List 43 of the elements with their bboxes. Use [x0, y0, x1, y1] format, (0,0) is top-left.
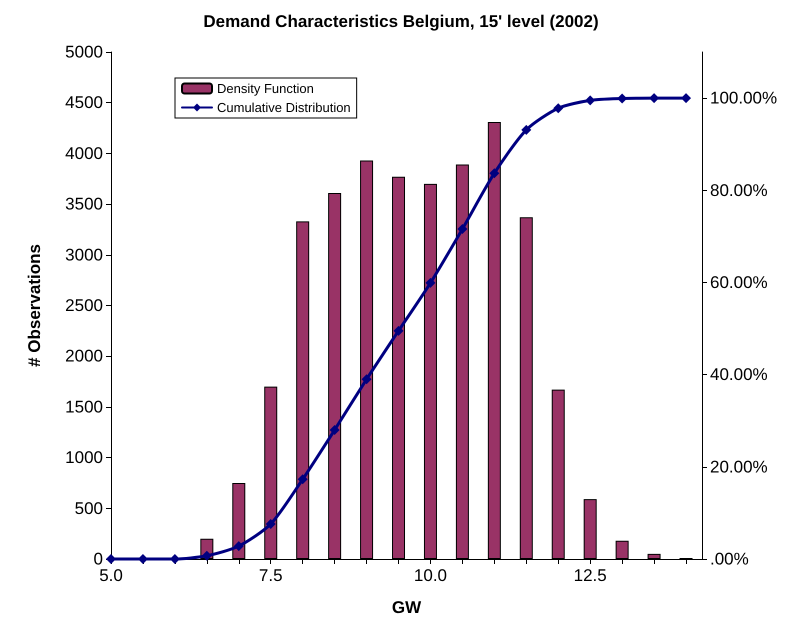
point: [266, 518, 276, 529]
point: [617, 94, 628, 104]
y-tick-label: 3500: [65, 194, 103, 214]
y2-tick-label: 20.00%: [710, 457, 768, 476]
chart-title: Demand Characteristics Belgium, 15' level (2002): [203, 12, 599, 31]
y2-tick-label: 80.00%: [710, 180, 768, 200]
y-tick-label: 2500: [65, 296, 103, 315]
legend-label: Cumulative Distribution: [217, 100, 351, 115]
y2-tick-label: 40.00%: [710, 365, 768, 384]
point: [330, 424, 340, 435]
y-tick-label: 0: [94, 550, 103, 568]
point: [457, 224, 468, 234]
point: [649, 93, 660, 104]
point: [362, 374, 372, 384]
y-tick-label: 500: [74, 498, 103, 518]
x-tick-label: 5.0: [99, 566, 123, 585]
point: [298, 474, 308, 484]
y2-tick-label: .00%: [710, 550, 749, 568]
y2-tick-label: 100.00%: [710, 88, 778, 108]
y2-tick-label: 60.00%: [710, 272, 768, 292]
legend-label: Density Function: [217, 81, 314, 96]
point: [521, 124, 532, 135]
point: [234, 541, 244, 552]
y-tick-label: 5000: [65, 42, 103, 62]
point: [553, 103, 564, 114]
y-tick-label: 4500: [65, 93, 103, 112]
point: [170, 554, 180, 564]
y-tick-label: 1000: [65, 448, 103, 468]
x-tick-label: 10.0: [414, 566, 448, 585]
y-tick-label: 3000: [65, 245, 103, 264]
point: [425, 278, 436, 288]
y-axis-title: # Observations: [25, 244, 44, 367]
x-tick-label: 12.5: [574, 566, 607, 585]
x-axis-title: GW: [392, 598, 422, 617]
point: [681, 93, 692, 104]
y-tick-label: 4000: [65, 144, 103, 163]
point: [394, 326, 404, 336]
y-tick-label: 2000: [65, 346, 103, 366]
y-tick-label: 1500: [65, 397, 103, 416]
x-tick-label: 7.5: [258, 566, 283, 585]
point: [585, 95, 596, 106]
point: [202, 550, 212, 561]
point: [489, 168, 500, 178]
